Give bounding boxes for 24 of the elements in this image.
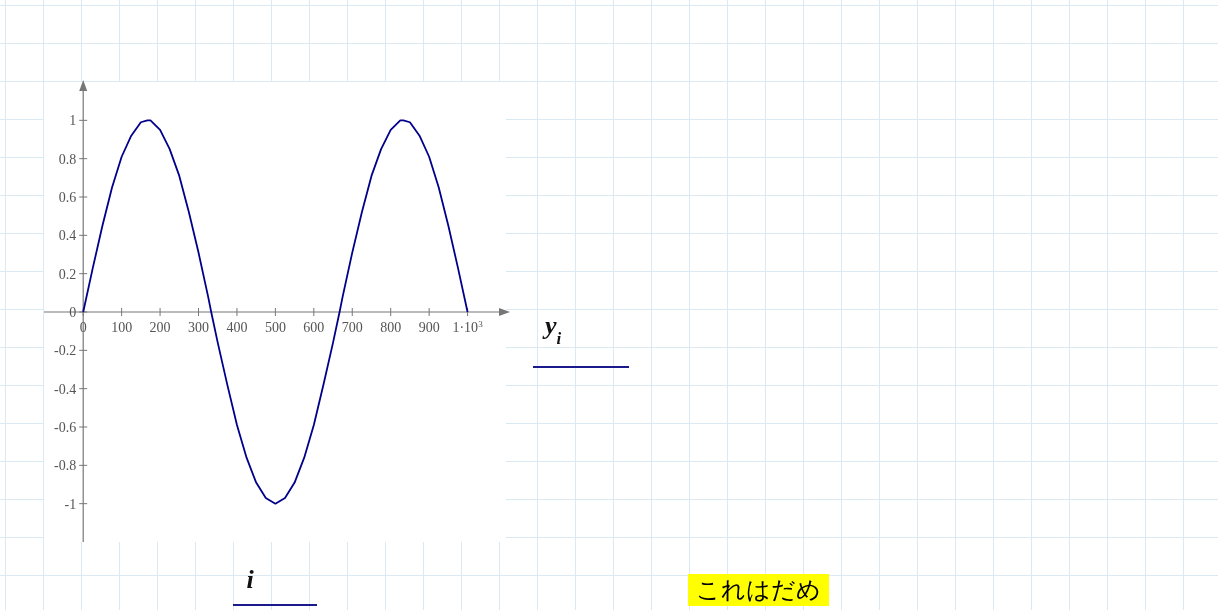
y-tick-label: 0.2 xyxy=(58,266,77,282)
y-tick-label: 0.4 xyxy=(58,228,77,244)
text: これはだめ xyxy=(688,574,829,606)
x-tick-label: 700 xyxy=(341,320,363,335)
x-tick-label: 500 xyxy=(264,320,286,335)
y-tick-label: -0.6 xyxy=(54,420,77,435)
y-tick-label: -0.8 xyxy=(54,458,77,474)
y-tick-label: -0.2 xyxy=(54,343,77,359)
y-tick-label: 1 xyxy=(69,113,77,129)
x-tick-label: 1·10$^{3}$ xyxy=(452,319,484,335)
x-tick-label: 600 xyxy=(303,320,325,335)
y-tick-label: 0.6 xyxy=(58,190,77,205)
y-tick-label: 0.8 xyxy=(58,151,77,167)
x-tick-label: 400 xyxy=(226,320,248,335)
x-tick-label: 300 xyxy=(188,320,210,335)
y-axis-title: y$_{i}$ xyxy=(542,311,562,348)
y-tick-label: -0.4 xyxy=(54,381,77,397)
y-tick-label: -1 xyxy=(64,496,77,512)
y-tick-label: 0 xyxy=(69,305,77,320)
x-tick-label: 200 xyxy=(149,320,171,335)
x-tick-label: 100 xyxy=(111,320,133,335)
x-tick-label: 900 xyxy=(418,320,440,335)
x-tick-label: 800 xyxy=(380,320,402,335)
x-axis-title: i xyxy=(246,565,255,594)
